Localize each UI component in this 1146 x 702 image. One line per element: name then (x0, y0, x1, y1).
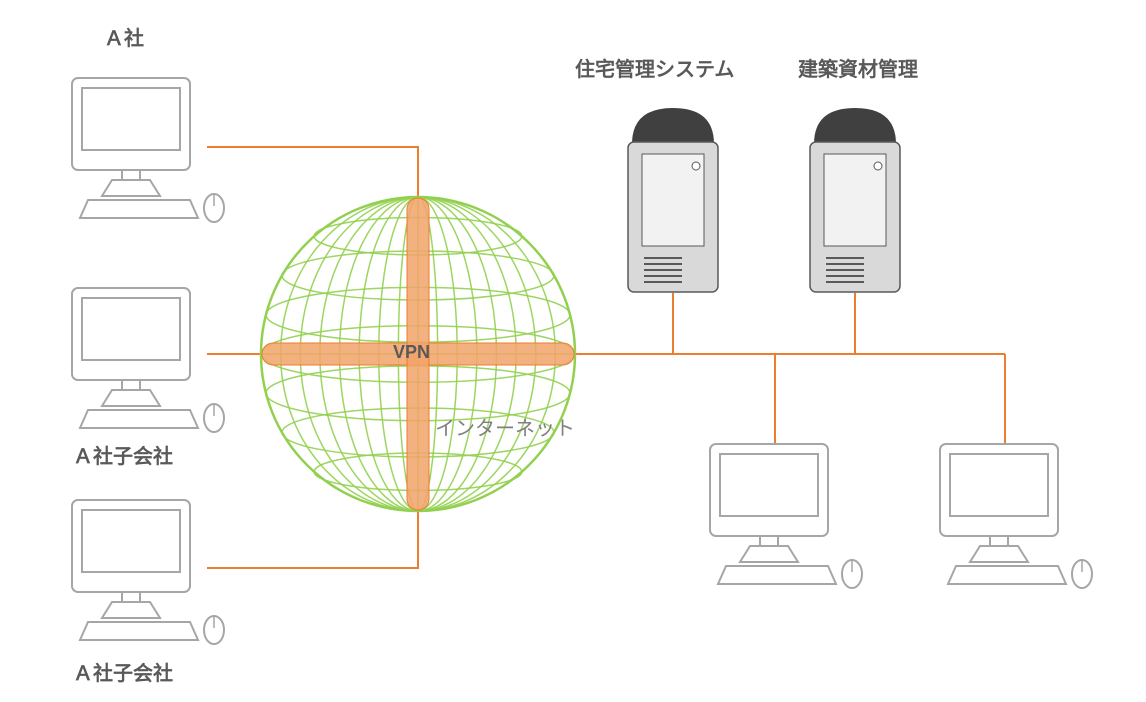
label-subsidiary-2: Ａ社子会社 (73, 657, 173, 686)
label-internet: インターネット (435, 412, 575, 441)
server-icon (810, 108, 900, 292)
label-server-right: 建築資材管理 (798, 53, 918, 82)
label-subsidiary-1: Ａ社子会社 (73, 440, 173, 469)
pc-icon (72, 500, 224, 644)
pc-icon (940, 444, 1092, 588)
label-vpn: VPN (393, 342, 430, 363)
label-server-left: 住宅管理システム (575, 53, 734, 82)
pc-icon (710, 444, 862, 588)
pc-icon (72, 288, 224, 432)
pc-icon (72, 78, 224, 222)
network-diagram (0, 0, 1146, 702)
label-company-a: Ａ社 (104, 22, 144, 51)
server-icon (628, 108, 718, 292)
